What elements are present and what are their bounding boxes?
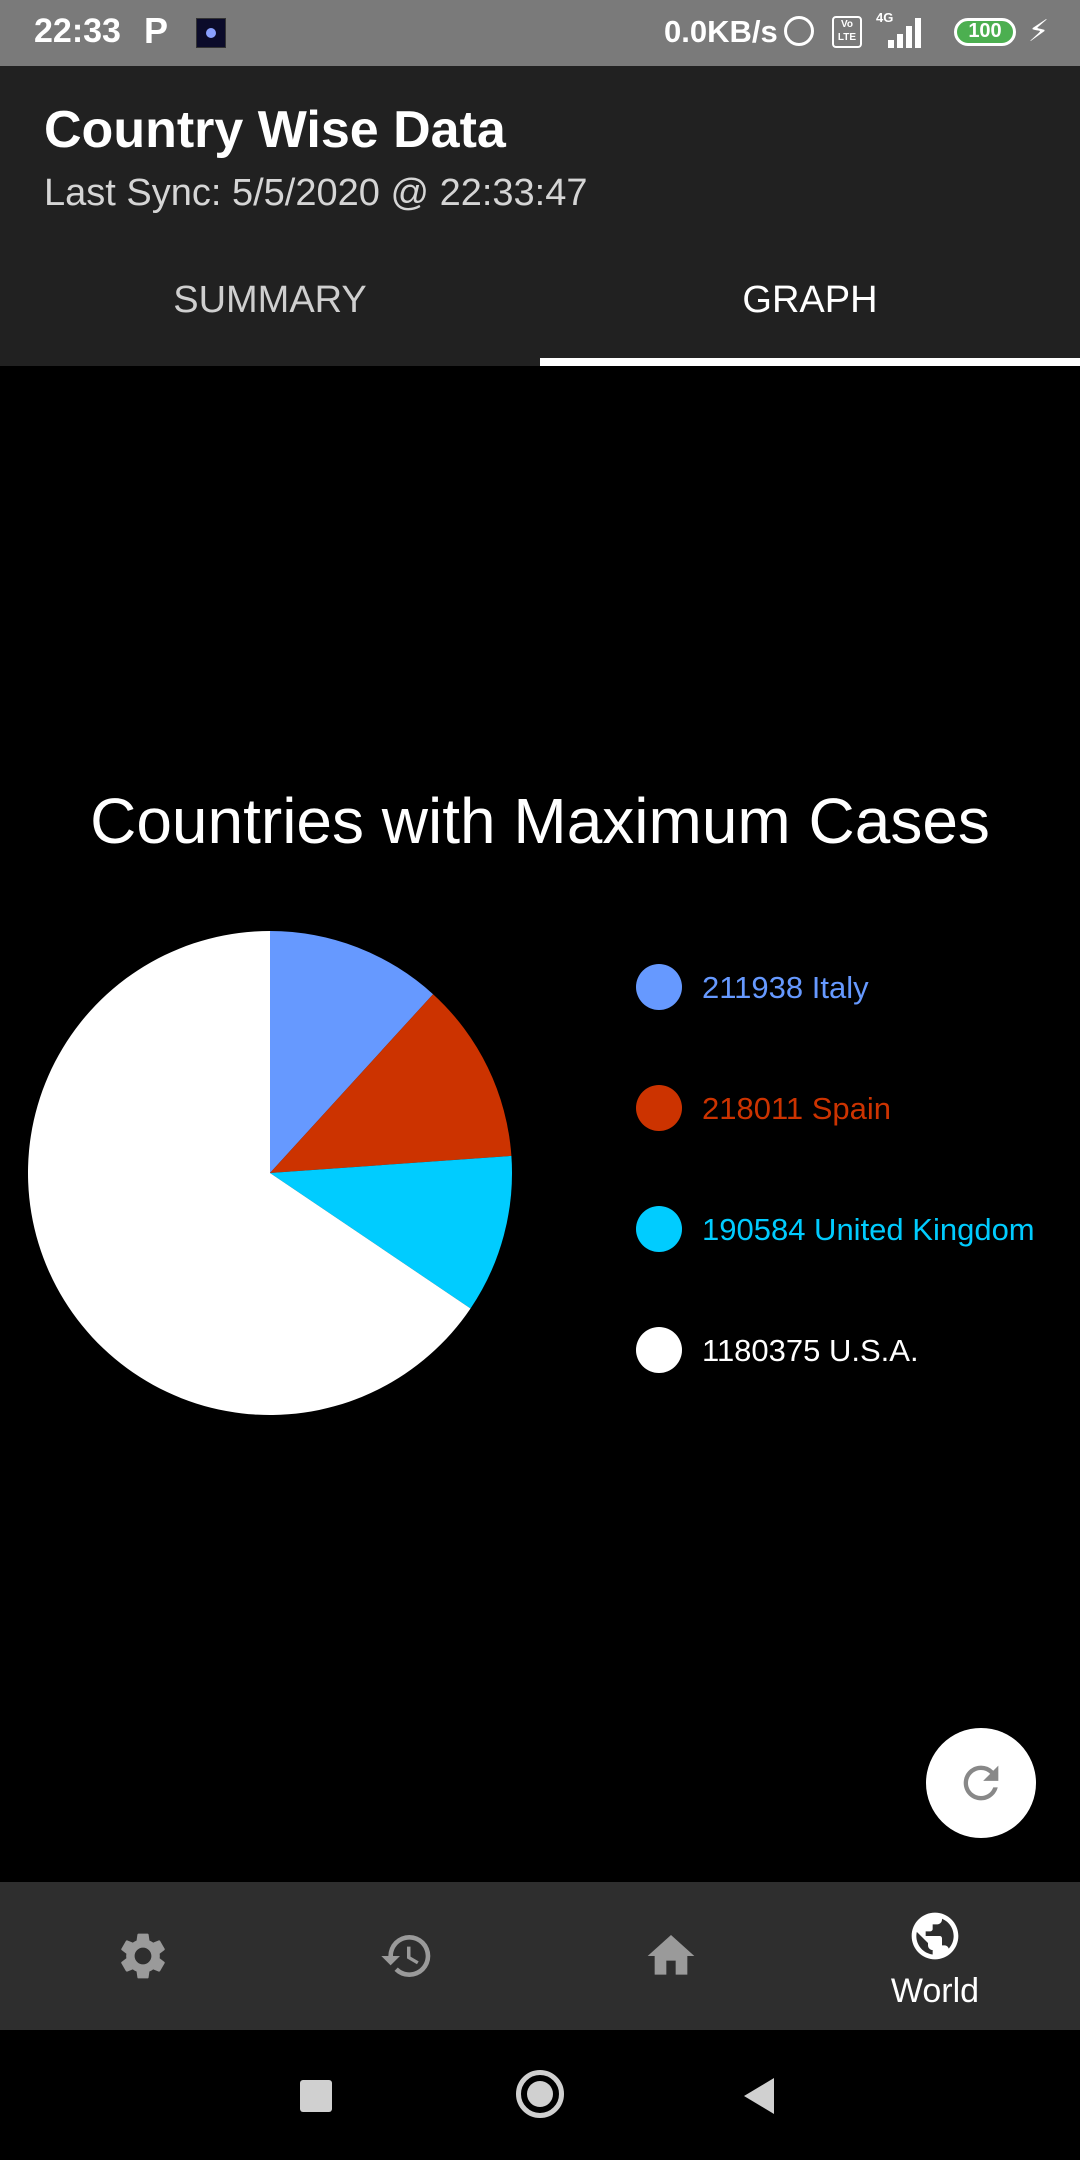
legend-item-italy: 211938 Italy bbox=[630, 960, 1050, 1020]
pie-slice-usa bbox=[27, 931, 471, 1415]
app-bar: Country Wise Data Last Sync: 5/5/2020 @ … bbox=[0, 66, 1080, 234]
network-speed: 0.0KB/s bbox=[664, 14, 778, 49]
legend-item-usa: 1180375 U.S.A. bbox=[630, 1323, 1050, 1383]
history-icon bbox=[381, 1935, 431, 1977]
volte-icon: Vo LTE bbox=[832, 16, 862, 48]
settings-icon bbox=[121, 1933, 165, 1979]
battery-level: 100 bbox=[968, 20, 1002, 42]
bottom-navigation: World bbox=[0, 1882, 1080, 2030]
legend-dot-usa bbox=[636, 1327, 682, 1373]
nav-world-label: World bbox=[890, 1972, 980, 2010]
nav-settings[interactable] bbox=[8, 1882, 278, 2030]
refresh-icon bbox=[963, 1765, 999, 1801]
system-home-button[interactable] bbox=[516, 2070, 564, 2118]
status-time: 22:33 bbox=[34, 12, 121, 50]
network-type: 4G bbox=[876, 10, 894, 25]
legend-label-usa: 1180375 U.S.A. bbox=[702, 1333, 919, 1368]
pie-slice-italy bbox=[270, 931, 434, 1173]
battery-icon: 100 bbox=[954, 18, 1016, 46]
page-title: Country Wise Data bbox=[44, 101, 506, 159]
legend-label-united-kingdom: 190584 United Kingdom bbox=[702, 1212, 1035, 1247]
legend-label-spain: 218011 Spain bbox=[702, 1091, 892, 1126]
pie-chart bbox=[27, 931, 512, 1415]
world-icon bbox=[911, 1912, 959, 1960]
status-bar: 22:33 P 0.0KB/s Vo LTE 4G 100 ⚡ bbox=[0, 0, 1080, 66]
signal-icon bbox=[878, 14, 924, 50]
nav-world[interactable]: World bbox=[800, 1882, 1070, 2030]
nav-home[interactable] bbox=[536, 1882, 806, 2030]
refresh-button[interactable] bbox=[926, 1728, 1036, 1838]
pie-slice-spain bbox=[270, 994, 512, 1173]
alarm-icon bbox=[784, 16, 814, 46]
app-notification-icon bbox=[196, 18, 226, 48]
recent-apps-button[interactable] bbox=[300, 2080, 332, 2112]
last-sync-text: Last Sync: 5/5/2020 @ 22:33:47 bbox=[44, 172, 588, 214]
home-icon bbox=[647, 1935, 695, 1975]
tab-summary[interactable]: SUMMARY bbox=[173, 279, 367, 321]
tab-indicator bbox=[540, 358, 1080, 366]
parking-notification-icon: P bbox=[144, 10, 169, 51]
legend-dot-united-kingdom bbox=[636, 1206, 682, 1252]
tab-bar: SUMMARY GRAPH bbox=[0, 234, 1080, 366]
pie-slice-united-kingdom bbox=[270, 1155, 512, 1309]
legend-item-united-kingdom: 190584 United Kingdom bbox=[630, 1202, 1050, 1262]
legend-dot-spain bbox=[636, 1085, 682, 1131]
legend-item-spain: 218011 Spain bbox=[630, 1081, 1050, 1141]
legend-dot-italy bbox=[636, 964, 682, 1010]
chart-title: Countries with Maximum Cases bbox=[90, 785, 990, 857]
nav-history[interactable] bbox=[272, 1882, 542, 2030]
system-navigation bbox=[0, 2030, 1080, 2160]
back-button[interactable] bbox=[744, 2078, 774, 2114]
tab-graph[interactable]: GRAPH bbox=[742, 279, 878, 321]
legend-label-italy: 211938 Italy bbox=[702, 970, 869, 1005]
charging-icon: ⚡ bbox=[1028, 15, 1050, 48]
